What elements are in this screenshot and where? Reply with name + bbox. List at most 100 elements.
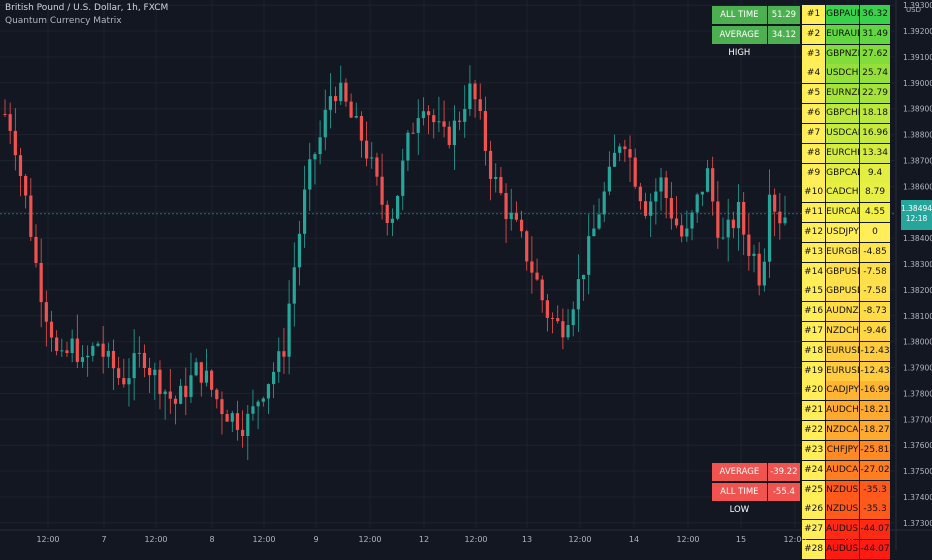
average-low-label: AVERAGE LOW bbox=[712, 463, 768, 495]
average-low-stat: AVERAGE LOW -39.22 bbox=[712, 463, 801, 495]
y-tick-label: 1.39200 bbox=[903, 27, 932, 36]
candle bbox=[736, 184, 741, 251]
matrix-rank: #14 bbox=[802, 262, 827, 282]
matrix-value: -44.07 bbox=[860, 539, 890, 559]
candle bbox=[272, 362, 276, 399]
symbol-title[interactable]: British Pound / U.S. Dollar, 1h, FXCM bbox=[5, 3, 169, 13]
candle bbox=[225, 409, 229, 422]
matrix-row: #2 EURAUD 31.49 bbox=[802, 24, 890, 44]
matrix-pair: EURUSD bbox=[826, 341, 864, 361]
candle bbox=[303, 165, 307, 248]
candle bbox=[44, 290, 48, 347]
matrix-value: -16.99 bbox=[860, 381, 890, 401]
currency-matrix-table: #1 GBPAUD 36.32 #2 EURAUD 31.49 #3 GBPNZD 27.62 #… bbox=[802, 5, 890, 560]
candle bbox=[359, 111, 364, 158]
y-tick-label: 1.39100 bbox=[903, 53, 932, 62]
candle bbox=[60, 338, 64, 358]
indicator-title[interactable]: Quantum Currency Matrix bbox=[5, 16, 122, 26]
candle bbox=[731, 211, 735, 239]
matrix-rank: #12 bbox=[802, 222, 827, 242]
candle bbox=[561, 308, 565, 350]
matrix-value: 31.49 bbox=[860, 24, 890, 44]
candle bbox=[623, 139, 627, 162]
x-tick-label: 16 bbox=[843, 535, 853, 544]
matrix-pair: EURCHF bbox=[826, 143, 862, 163]
matrix-pair: CHFJPY bbox=[826, 440, 860, 460]
time-axis[interactable]: 12:00 7 12:00 8 12:00 9 12:00 12 12:00 13 12:00 14 1… bbox=[36, 535, 853, 544]
matrix-pair: EURCAD bbox=[826, 203, 864, 223]
candle bbox=[344, 78, 348, 107]
matrix-pair: EURGBP bbox=[826, 242, 863, 262]
candle bbox=[101, 326, 105, 374]
matrix-pair: USDCAD bbox=[826, 123, 865, 143]
candle bbox=[49, 310, 54, 352]
matrix-rank: #5 bbox=[802, 84, 827, 104]
x-tick-label: 12:00 bbox=[676, 535, 699, 544]
matrix-rank: #17 bbox=[802, 322, 827, 341]
candle bbox=[261, 396, 265, 407]
candle bbox=[364, 121, 369, 167]
matrix-pair: AUDNZD bbox=[826, 302, 866, 322]
candle bbox=[91, 342, 95, 362]
candle bbox=[106, 342, 110, 369]
candle bbox=[499, 167, 503, 196]
matrix-rank: #21 bbox=[802, 401, 827, 421]
matrix-row: #8 EURCHF 13.34 bbox=[802, 143, 890, 163]
candle bbox=[659, 168, 663, 211]
candle bbox=[241, 410, 245, 448]
candle bbox=[721, 217, 725, 240]
matrix-pair: GBPAUD bbox=[826, 5, 864, 24]
matrix-value: -35.3 bbox=[860, 500, 890, 520]
matrix-value: 0 bbox=[859, 222, 890, 242]
candle bbox=[592, 204, 596, 237]
matrix-rank: #19 bbox=[802, 361, 827, 381]
matrix-rank: #4 bbox=[802, 64, 827, 84]
candle bbox=[411, 122, 415, 134]
candle bbox=[204, 348, 209, 387]
candle bbox=[535, 258, 539, 281]
matrix-value: 25.74 bbox=[860, 64, 890, 84]
candle bbox=[117, 356, 121, 385]
matrix-pair: AUDCHF bbox=[826, 401, 864, 421]
matrix-pair: EURAUD bbox=[826, 24, 864, 44]
matrix-row: #3 GBPNZD 27.62 bbox=[802, 44, 890, 64]
candle bbox=[519, 210, 524, 238]
candle bbox=[437, 96, 441, 133]
candle bbox=[34, 224, 38, 268]
matrix-pair: EURUSD bbox=[826, 361, 864, 381]
matrix-rank: #8 bbox=[802, 143, 827, 163]
candle bbox=[468, 65, 472, 117]
candle bbox=[220, 391, 224, 435]
y-tick-label: 1.38300 bbox=[903, 260, 932, 269]
matrix-row: #12 USDJPY 0 bbox=[802, 222, 890, 242]
candle bbox=[168, 368, 172, 414]
candle bbox=[767, 169, 772, 278]
matrix-rank: #27 bbox=[802, 520, 827, 540]
matrix-value: -9.46 bbox=[860, 322, 890, 341]
price-axis[interactable]: 1.39300 1.39200 1.39100 1.39000 1.38900 1.388… bbox=[903, 1, 932, 528]
matrix-row: #21 AUDCHF -18.21 bbox=[802, 401, 890, 421]
candle bbox=[395, 195, 400, 221]
matrix-pair: NZDCHF bbox=[826, 322, 864, 341]
x-tick-label: 12:00 bbox=[358, 535, 381, 544]
matrix-pair: CADJPY bbox=[826, 381, 860, 401]
candle bbox=[509, 188, 513, 231]
all-time-high-label: ALL TIME HIGH bbox=[712, 6, 768, 38]
candle bbox=[277, 337, 281, 383]
matrix-rank: #26 bbox=[802, 500, 827, 520]
y-tick-label: 1.38800 bbox=[903, 131, 932, 140]
candle bbox=[716, 181, 720, 249]
candle bbox=[628, 135, 632, 182]
matrix-value: -44.07 bbox=[860, 520, 890, 540]
matrix-rank: #24 bbox=[802, 460, 827, 480]
candle bbox=[349, 93, 353, 119]
matrix-rank: #7 bbox=[802, 123, 827, 143]
candle bbox=[421, 97, 426, 126]
candle bbox=[70, 329, 74, 363]
matrix-row: #25 NZDUSD -35.3 bbox=[802, 480, 890, 500]
x-tick-label: 12 bbox=[419, 535, 429, 544]
matrix-value: 18.18 bbox=[860, 104, 890, 124]
matrix-rank: #1 bbox=[802, 5, 827, 24]
candle bbox=[210, 369, 214, 397]
